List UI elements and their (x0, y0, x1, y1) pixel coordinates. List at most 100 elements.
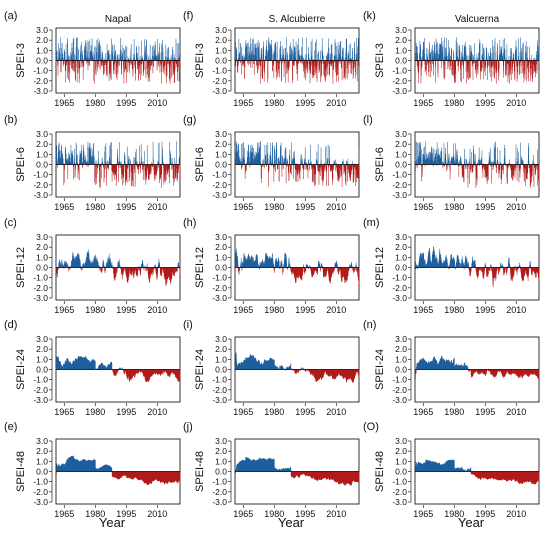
spei-bar (345, 164, 347, 186)
spei-bar (136, 57, 138, 61)
spei-bar (469, 60, 470, 77)
panel-letter: (k) (363, 10, 376, 22)
y-axis-label: SPEI-3 (194, 43, 206, 78)
spei-bar (514, 60, 516, 81)
spei-bar (267, 52, 268, 61)
spei-bar (249, 55, 250, 61)
spei-bar (171, 57, 172, 61)
spei-bar (267, 60, 268, 83)
spei-bar (448, 53, 449, 61)
spei-bar (484, 60, 485, 72)
spei-bar (158, 60, 160, 67)
spei-bar (64, 164, 65, 170)
spei-bar (508, 60, 509, 64)
spei-bar (62, 60, 64, 67)
spei-bar (107, 60, 108, 63)
spei-bar (131, 60, 133, 70)
spei-bar (120, 164, 121, 168)
spei-bar (109, 59, 111, 61)
spei-bar (301, 164, 303, 168)
y-tick-label: 0.0 (395, 160, 407, 170)
spei-bar (141, 60, 143, 65)
spei-bar (329, 158, 330, 165)
spei-bar (504, 48, 505, 61)
x-tick-label: 1965 (413, 98, 433, 108)
spei-bar (126, 56, 128, 61)
spei-bar (93, 57, 94, 61)
y-tick-label: 1.0 (395, 45, 407, 55)
spei-bar (328, 56, 329, 61)
spei-bar (342, 48, 344, 61)
spei-bar (336, 60, 337, 82)
spei-bar (351, 164, 353, 170)
spei-bar (153, 160, 154, 165)
spei-bar (92, 155, 93, 165)
spei-bar (144, 39, 145, 61)
spei-bar (252, 38, 253, 61)
spei-bar (145, 60, 147, 70)
spei-bar (174, 58, 176, 61)
spei-bar (513, 52, 515, 61)
spei-bar (347, 55, 349, 61)
spei-bar (120, 161, 121, 165)
spei-bar (113, 60, 115, 66)
spei-bar (455, 60, 457, 83)
spei-bar (283, 54, 284, 61)
x-tick-label: 1965 (413, 202, 433, 212)
y-tick-label: 2.0 (215, 35, 227, 45)
spei-bar (520, 37, 521, 61)
spei-bar (326, 60, 327, 77)
spei-bar (239, 52, 241, 61)
spei-bar (481, 55, 483, 61)
y-tick-label: -1.0 (33, 170, 48, 180)
spei-bar (140, 60, 142, 76)
spei-bar (139, 60, 141, 64)
spei-bar (463, 60, 464, 79)
spei-bar (173, 53, 175, 61)
spei-bar (302, 57, 304, 61)
spei-bar (127, 60, 129, 66)
spei-bar (293, 60, 295, 65)
x-tick-label: 2010 (147, 98, 167, 108)
spei-bar (443, 143, 445, 165)
spei-bar (426, 57, 428, 61)
spei-bar (442, 40, 444, 61)
spei-bar (56, 51, 58, 61)
spei-bar (324, 60, 326, 80)
spei-bar (155, 54, 157, 61)
spei-bar (312, 60, 314, 79)
spei-bar (136, 60, 138, 69)
spei-bar (56, 51, 57, 61)
spei-bar (65, 44, 67, 61)
spei-bar (283, 164, 284, 170)
spei-bar (431, 60, 432, 72)
spei-bar (301, 47, 303, 61)
spei-bar (117, 148, 118, 165)
spei-bar (449, 59, 451, 61)
spei-bar (245, 40, 247, 61)
spei-bar (307, 164, 309, 179)
spei-bar (529, 60, 530, 65)
spei-bar (534, 57, 536, 61)
spei-bar (349, 60, 350, 65)
spei-bar (534, 60, 536, 69)
spei-bar (153, 60, 154, 68)
spei-bar (429, 51, 431, 61)
spei-bar (473, 164, 475, 168)
spei-bar (106, 164, 108, 169)
spei-bar (257, 60, 258, 73)
spei-bar (101, 60, 102, 65)
spei-bar (278, 164, 280, 182)
spei-bar (533, 60, 534, 74)
spei-bar (501, 54, 503, 61)
spei-bar (254, 47, 256, 61)
spei-bar (522, 160, 524, 165)
x-tick-label: 1980 (85, 202, 105, 212)
spei-bar (420, 60, 422, 84)
spei-bar (433, 60, 434, 67)
spei-bar (173, 164, 175, 186)
spei-bar (510, 56, 511, 61)
spei-bar (323, 55, 324, 61)
spei-bar (511, 50, 512, 61)
spei-bar (317, 144, 319, 165)
